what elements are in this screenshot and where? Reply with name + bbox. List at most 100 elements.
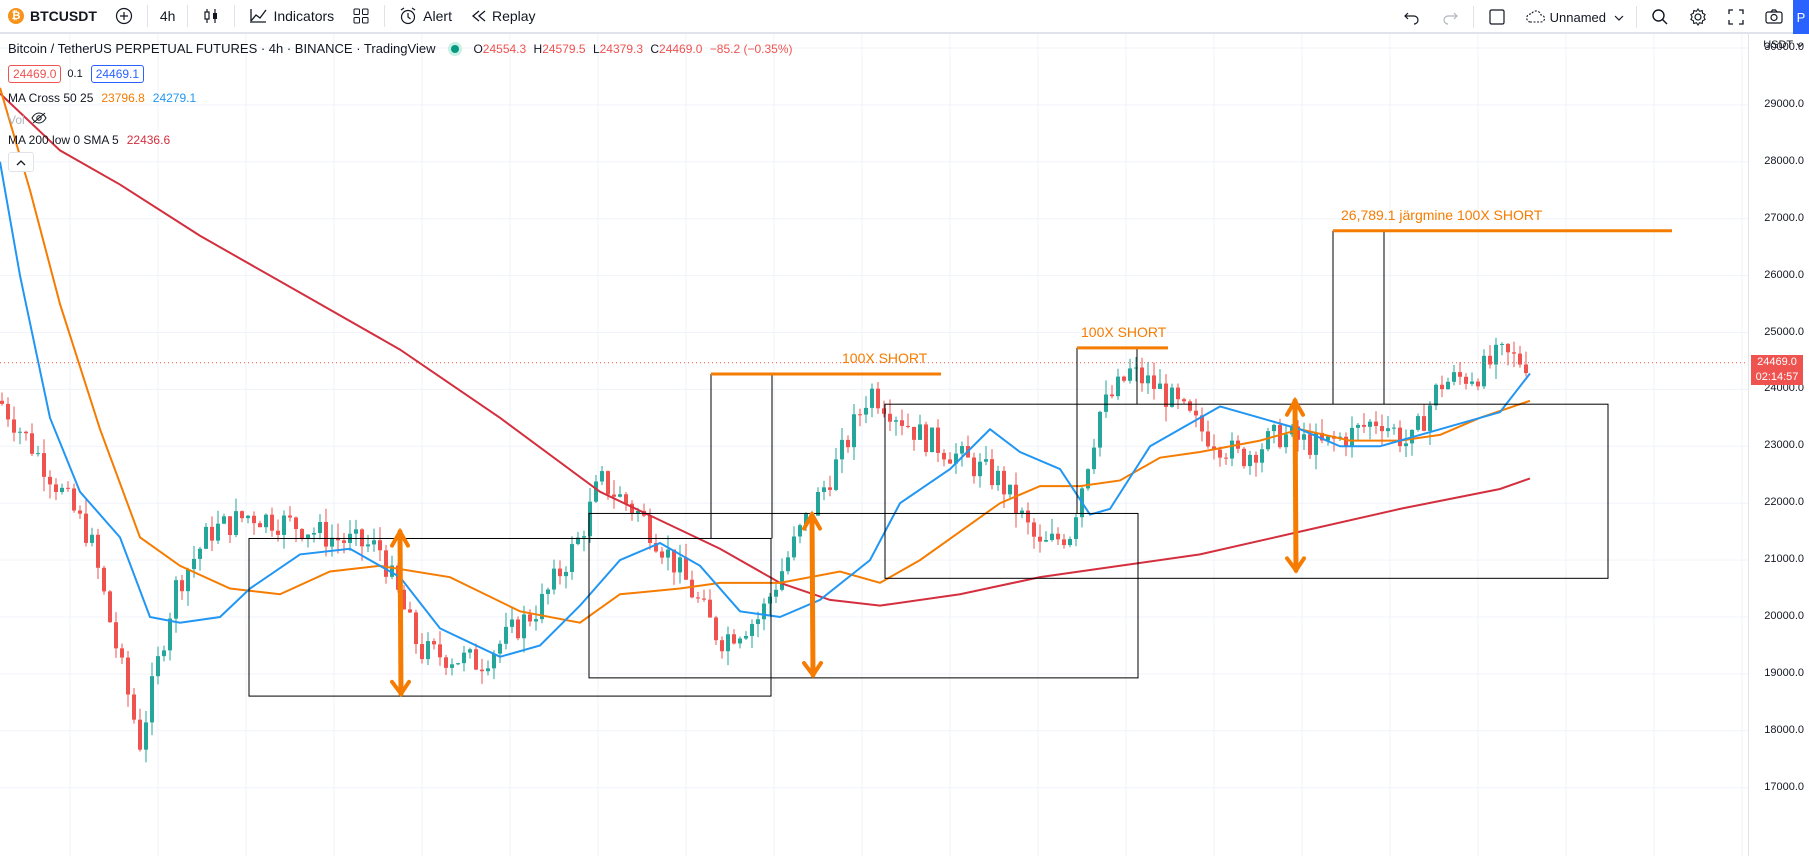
alert-button[interactable]: Alert (389, 0, 460, 33)
candle-body (918, 424, 922, 440)
price-axis-label: 27000.0 (1764, 211, 1804, 224)
candle-body (1176, 387, 1180, 400)
eye-crossed-icon[interactable] (31, 112, 47, 127)
candle-body (528, 614, 532, 622)
annotation-text[interactable]: 100X SHORT (1081, 323, 1167, 340)
indicator-name: MA 200 low 0 SMA 5 (8, 133, 119, 147)
swing-arrow-head (390, 527, 410, 548)
settings-button[interactable] (1679, 0, 1717, 34)
candle-body (54, 484, 58, 493)
candle-body (834, 459, 838, 490)
symbol-search-button[interactable]: ₿ BTCUSDT (0, 0, 105, 33)
price-chart[interactable] (0, 34, 1748, 856)
candle-body (60, 487, 64, 493)
candle-body (1368, 421, 1372, 427)
candle-body (750, 624, 754, 636)
indicators-button[interactable]: Indicators (239, 0, 342, 33)
candle-body (360, 529, 364, 547)
candle-body (120, 648, 124, 658)
candle-body (1056, 533, 1060, 540)
indicator-legend-ma-cross[interactable]: MA Cross 50 25 23796.8 24279.1 (8, 91, 196, 105)
layout-button[interactable] (1478, 0, 1516, 34)
candle-body (1476, 381, 1480, 387)
replay-button[interactable]: Replay (460, 0, 544, 33)
indicator-legend-ma200[interactable]: MA 200 low 0 SMA 5 22436.6 (8, 133, 170, 147)
candle-body (1032, 522, 1036, 537)
candle-body (1512, 352, 1516, 354)
candle-body (756, 619, 760, 625)
candle-body (444, 657, 448, 668)
toolbar-divider (234, 5, 236, 27)
swing-arrow-head (802, 510, 822, 531)
chart-pane[interactable]: Bitcoin / TetherUS PERPETUAL FUTURES · 4… (0, 34, 1748, 856)
candle-body (1500, 343, 1504, 345)
candle-body (936, 427, 940, 453)
candle-body (186, 569, 190, 592)
candle-body (822, 487, 826, 492)
interval-button[interactable]: 4h (152, 0, 184, 33)
snapshot-button[interactable] (1755, 0, 1793, 34)
candle-body (744, 635, 748, 639)
candle-body (300, 529, 304, 539)
templates-button[interactable] (342, 0, 380, 33)
candle-body (384, 550, 388, 577)
candle-body (600, 471, 604, 482)
swing-arrow-tail (1285, 556, 1306, 574)
candle-body (990, 459, 994, 486)
candle-body (18, 431, 22, 433)
candle-body (888, 413, 892, 422)
collapse-legend-button[interactable] (8, 152, 34, 172)
indicator-legend-vol[interactable]: Vol (8, 112, 47, 127)
candle-body (1200, 415, 1204, 432)
candle-body (1392, 427, 1396, 429)
undo-icon (1401, 6, 1423, 28)
candle-body (1224, 457, 1228, 459)
candle-body (1326, 436, 1330, 441)
compare-symbol-button[interactable] (105, 0, 143, 33)
publish-label: P (1796, 9, 1806, 25)
candle-body (912, 426, 916, 440)
price-axis[interactable]: USDT 30000.0 29000.0 28000.0 27000.0 26000.0… (1748, 34, 1809, 856)
chart-type-button[interactable] (192, 0, 230, 33)
annotation-text[interactable]: 100X SHORT (842, 350, 928, 367)
candle-body (1146, 375, 1150, 384)
redo-button[interactable] (1431, 0, 1469, 34)
price-axis-label: 17000.0 (1764, 780, 1804, 793)
layout-name-button[interactable]: Unnamed (1516, 0, 1632, 34)
candle-body (732, 634, 736, 644)
candle-body (450, 664, 454, 668)
range-box (248, 537, 772, 697)
candle-body (66, 487, 70, 489)
candle-body (840, 439, 844, 460)
publish-button[interactable]: P (1793, 0, 1809, 34)
undo-button[interactable] (1393, 0, 1431, 34)
annotation-text[interactable]: 26,789.1 järgmine 100X SHORT (1341, 206, 1543, 223)
candle-body (1188, 401, 1192, 411)
toolbar-right: Unnamed P (1393, 0, 1809, 34)
candle-body (1428, 405, 1432, 431)
toolbar-divider (146, 5, 148, 27)
candle-body (84, 513, 88, 543)
search-button[interactable] (1641, 0, 1679, 34)
candle-body (246, 515, 250, 519)
candle-body (702, 598, 706, 600)
indicator-name: Vol (8, 112, 25, 127)
candle-body (906, 425, 910, 427)
candle-body (78, 510, 82, 514)
candle-body (1086, 469, 1090, 489)
buy-price-box[interactable]: 24469.1 (90, 65, 145, 83)
candle-body (1218, 449, 1222, 458)
currency-selector[interactable]: USDT (1763, 39, 1804, 51)
candle-body (1272, 424, 1276, 432)
range-box (588, 512, 1139, 679)
candle-body (30, 433, 34, 454)
candle-body (420, 644, 424, 660)
candle-body (534, 619, 538, 622)
fullscreen-button[interactable] (1717, 0, 1755, 34)
candle-body (1296, 426, 1300, 440)
candle-body (1320, 432, 1324, 441)
sell-price-box[interactable]: 24469.0 (8, 65, 62, 83)
bar-countdown: 02:14:57 (1755, 370, 1799, 383)
bitcoin-icon: ₿ (8, 8, 24, 24)
candle-body (630, 503, 634, 514)
